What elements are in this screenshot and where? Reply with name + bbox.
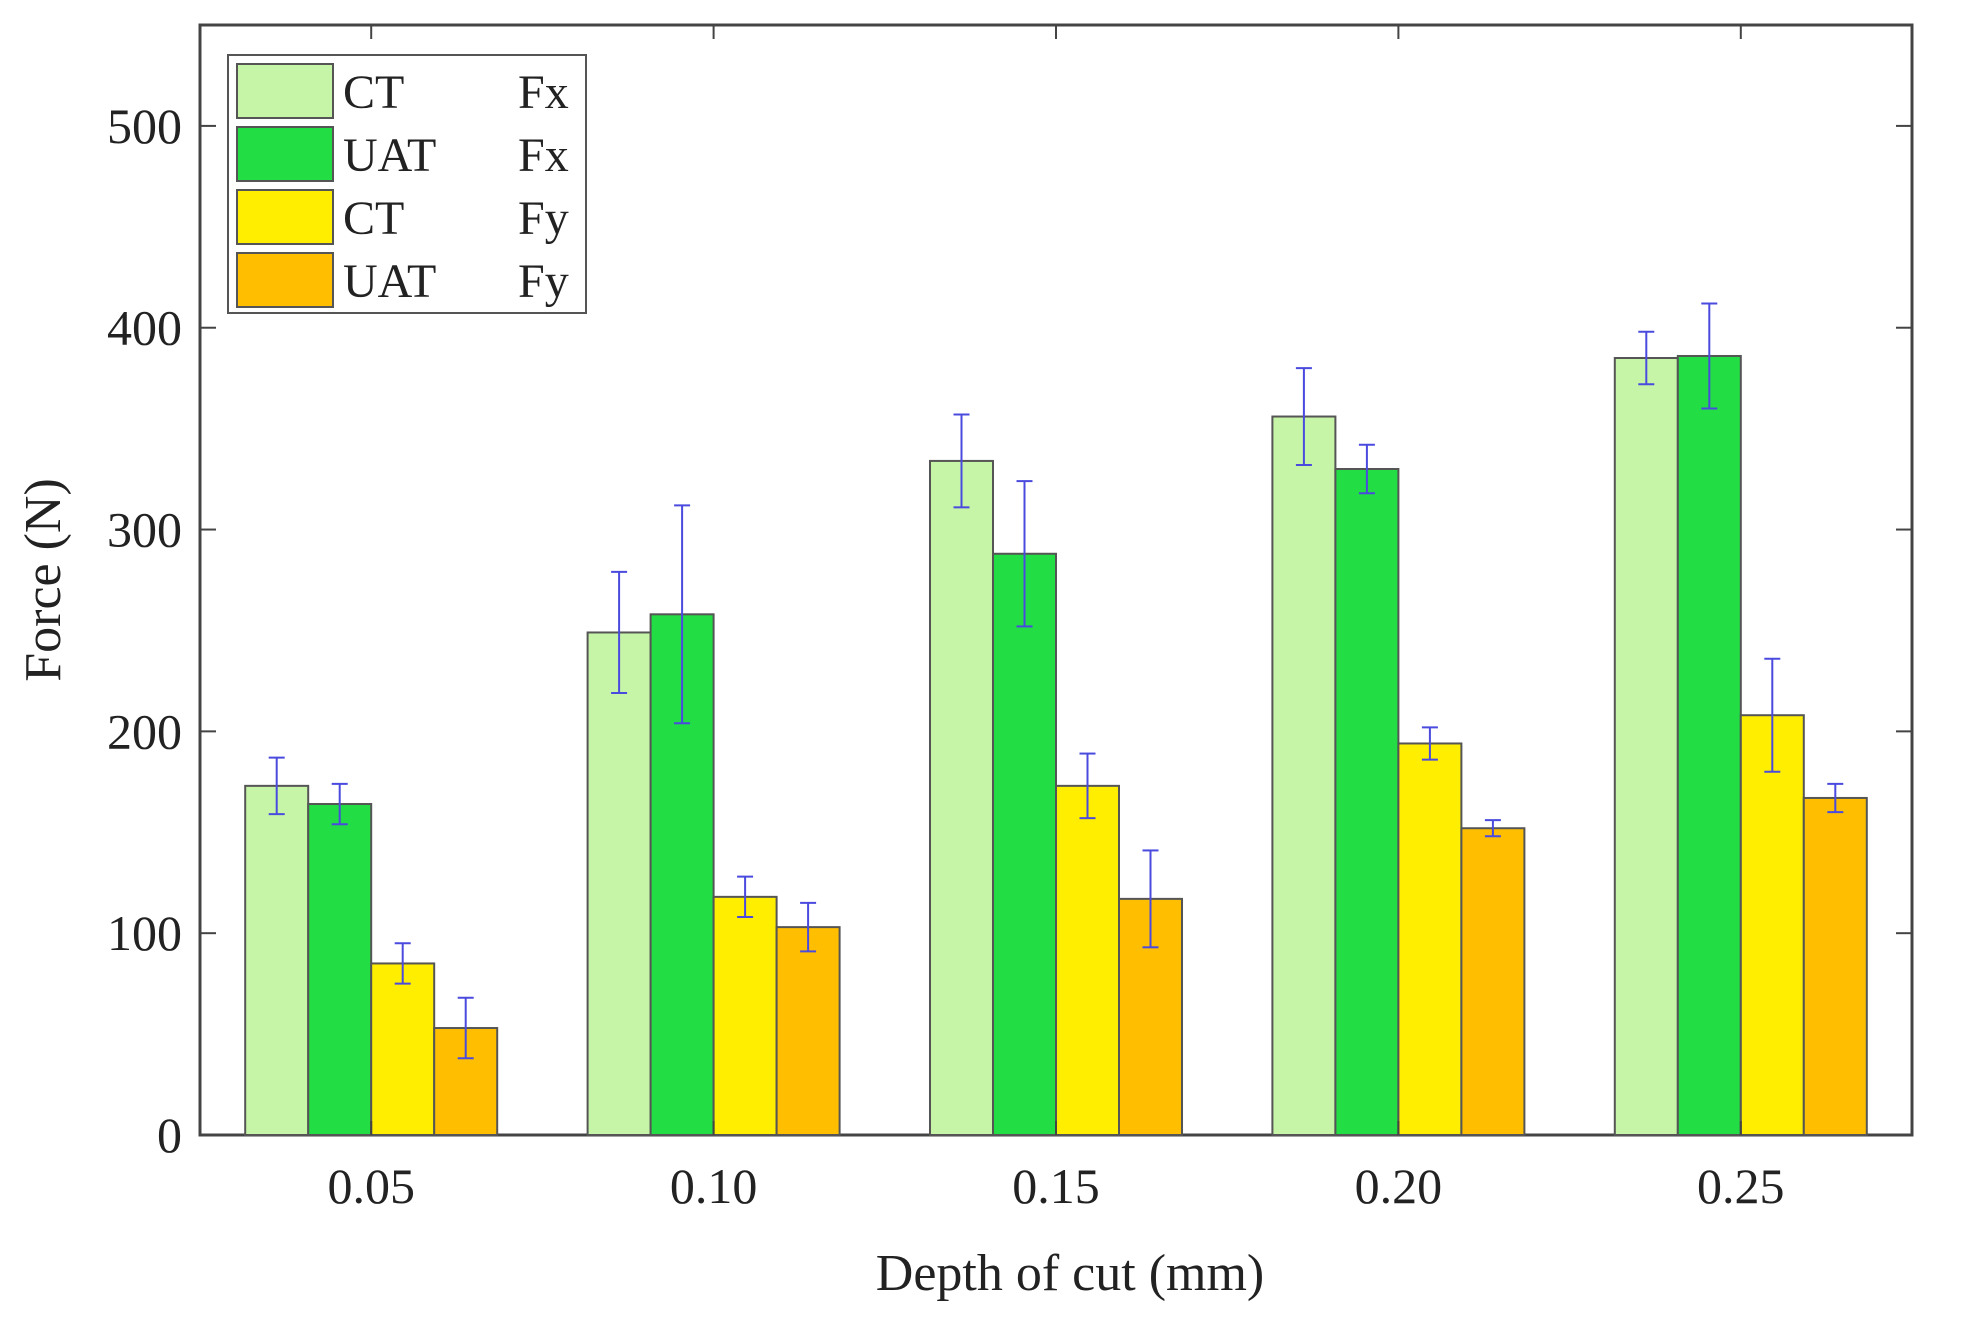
error-bar — [953, 413, 970, 509]
error-bar — [1295, 367, 1312, 466]
y-tick-label: 100 — [107, 905, 182, 961]
error-bars-layer — [268, 302, 1844, 1060]
bar — [1460, 827, 1526, 1137]
y-axis: 0 100 200 300 400 500 — [107, 98, 1912, 1163]
bar — [1613, 357, 1679, 1136]
error-bar — [1701, 302, 1718, 410]
bar — [1118, 897, 1183, 1137]
y-tick-label: 400 — [107, 300, 182, 356]
x-tick-label: 0.15 — [1012, 1158, 1100, 1214]
bar — [370, 962, 436, 1136]
legend-label-component: Fx — [518, 129, 569, 182]
x-tick-label: 0.20 — [1355, 1158, 1443, 1214]
y-tick-label: 0 — [157, 1107, 182, 1163]
bar — [1055, 784, 1120, 1136]
error-bar — [1764, 657, 1781, 773]
error-bar — [394, 942, 411, 985]
error-bar — [1638, 330, 1655, 386]
legend-item: CT Fx — [236, 63, 569, 119]
error-bar — [611, 570, 628, 695]
bar — [775, 926, 841, 1136]
error-bar — [268, 756, 285, 816]
error-bar — [674, 504, 691, 725]
error-bar — [331, 782, 348, 826]
bar — [992, 552, 1057, 1136]
bar — [586, 631, 652, 1136]
legend-item: CT Fy — [236, 189, 569, 245]
legend-swatch — [236, 126, 334, 182]
bar — [929, 459, 994, 1137]
legend-label-component: Fy — [518, 255, 569, 308]
bar — [244, 784, 310, 1136]
error-bar — [737, 875, 754, 919]
error-bar — [800, 901, 817, 953]
x-axis-title: Depth of cut (mm) — [876, 1245, 1264, 1302]
bar — [1802, 796, 1868, 1136]
error-bar — [1484, 819, 1501, 838]
legend: CT Fx UAT Fx CT Fy UAT Fy — [227, 54, 587, 314]
legend-label-method: CT — [343, 192, 404, 245]
bar — [433, 1027, 499, 1137]
error-bar — [1079, 752, 1096, 820]
y-axis-title: Force (N) — [15, 478, 72, 682]
error-bar — [1827, 782, 1844, 814]
bar — [1676, 354, 1742, 1136]
bar — [1271, 415, 1337, 1136]
legend-label-method: CT — [343, 66, 404, 119]
bar — [307, 803, 373, 1136]
legend-label-component: Fy — [518, 192, 569, 245]
y-tick-label: 500 — [107, 98, 182, 154]
x-tick-label: 0.10 — [670, 1158, 758, 1214]
error-bar — [1358, 443, 1375, 495]
error-bar — [1142, 849, 1159, 949]
x-tick-label: 0.25 — [1697, 1158, 1785, 1214]
error-bar — [457, 996, 474, 1060]
error-bar — [1421, 726, 1438, 761]
legend-label-method: UAT — [343, 129, 436, 182]
legend-swatch — [236, 189, 334, 245]
bar — [1334, 468, 1400, 1136]
bars-layer — [244, 354, 1868, 1137]
bar — [712, 895, 778, 1137]
bar — [1397, 742, 1463, 1136]
legend-swatch — [236, 63, 334, 119]
legend-item: UAT Fy — [236, 252, 569, 308]
legend-item: UAT Fx — [236, 126, 569, 182]
legend-label-method: UAT — [343, 255, 436, 308]
bar — [1739, 714, 1805, 1137]
x-tick-label: 0.05 — [327, 1158, 415, 1214]
error-bar — [1016, 480, 1033, 628]
legend-swatch — [236, 252, 334, 308]
legend-label-component: Fx — [518, 66, 569, 119]
y-tick-label: 200 — [107, 703, 182, 759]
y-tick-label: 300 — [107, 502, 182, 558]
x-axis: 0.05 0.10 0.15 0.20 0.25 — [327, 25, 1785, 1214]
